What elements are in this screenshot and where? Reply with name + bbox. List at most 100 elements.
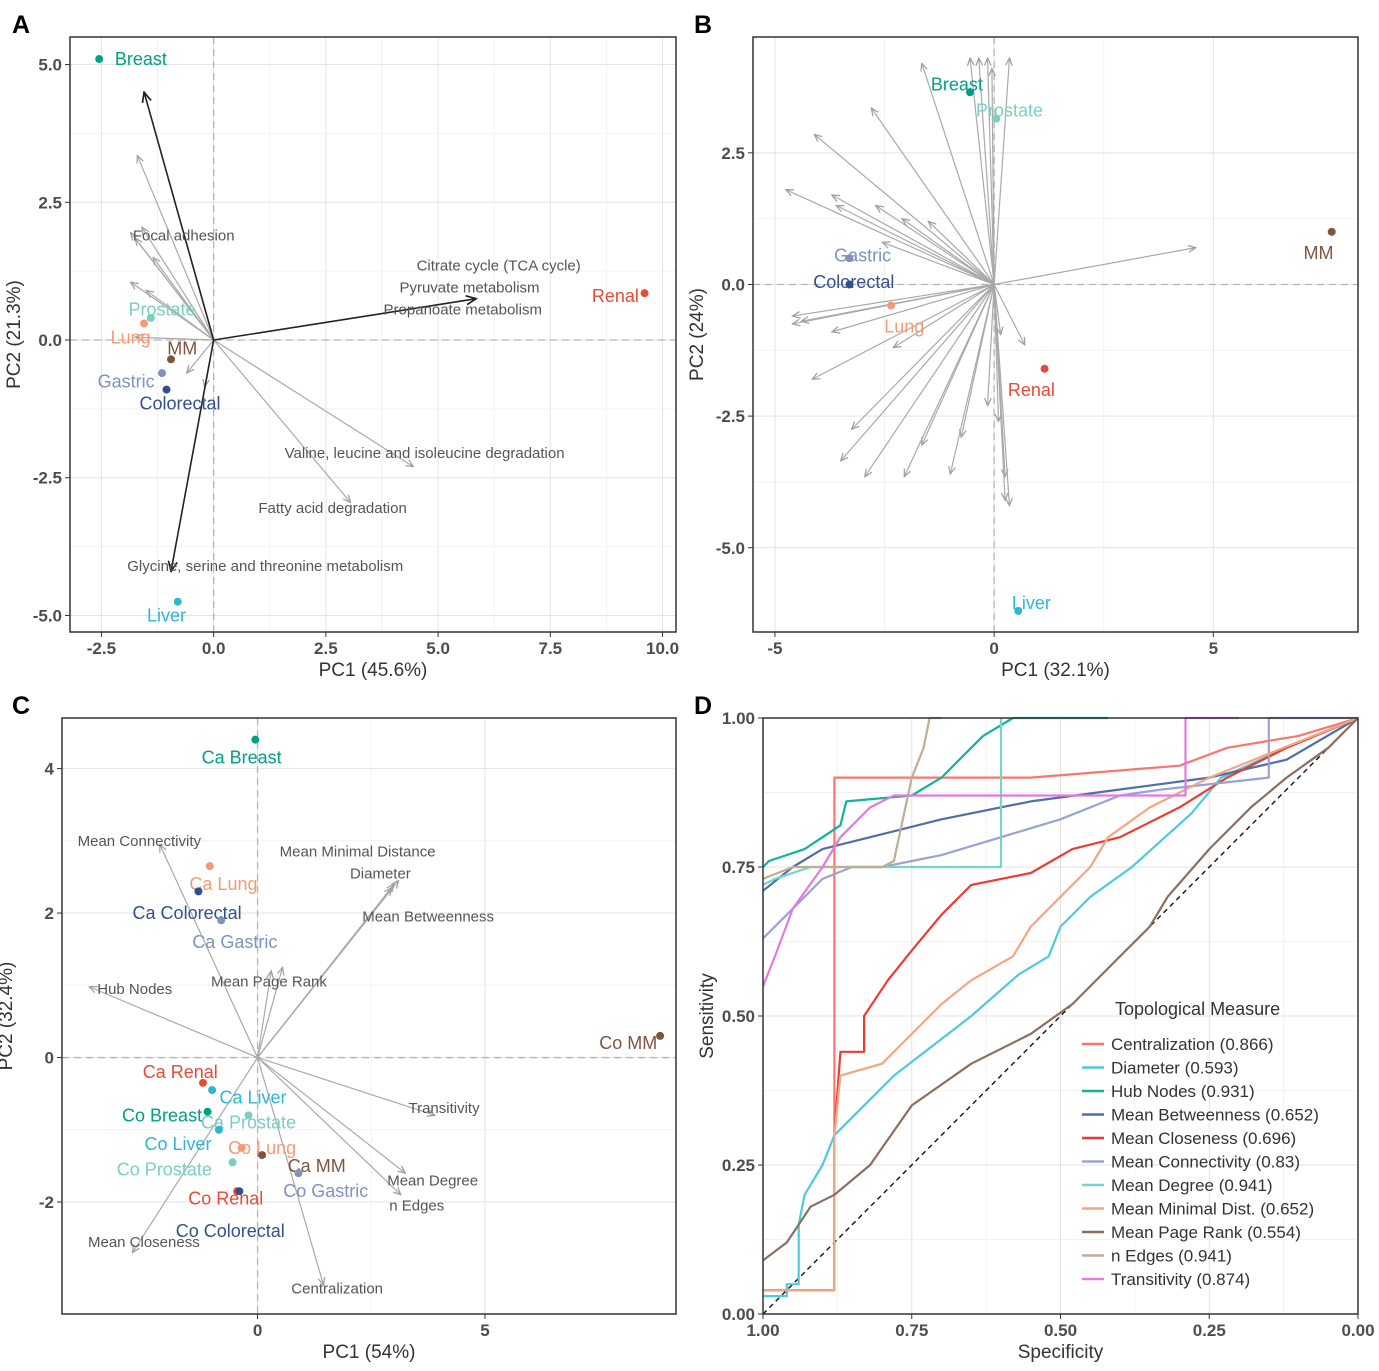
point-label: Ca Colorectal — [133, 903, 242, 923]
loading-arrow — [213, 339, 351, 503]
legend-entry: n Edges (0.941) — [1111, 1247, 1232, 1266]
y-tick-label: -5.0 — [33, 606, 62, 625]
data-point — [640, 289, 649, 298]
point-label: Co Colorectal — [176, 1221, 285, 1241]
plot-background — [70, 37, 676, 632]
y-tick-label: -2.5 — [33, 469, 62, 488]
data-point — [992, 114, 1001, 123]
plot-frame — [69, 36, 677, 633]
loading-arrow — [801, 283, 995, 321]
point-label: Co Renal — [188, 1188, 263, 1208]
loading-arrow — [814, 134, 995, 285]
y-tick-label: -5.0 — [716, 539, 745, 558]
variable-label: Centralization — [291, 1281, 383, 1298]
y-tick-label: 2.5 — [38, 193, 62, 212]
variable-label: Pyruvate metabolism — [399, 280, 539, 297]
data-point — [845, 280, 854, 289]
variable-label: n Edges — [389, 1198, 444, 1215]
panel-letter-a: A — [12, 11, 30, 39]
variable-label: Glycine, serine and threonine metabolism — [127, 558, 403, 575]
x-tick-label: 5 — [480, 1321, 489, 1340]
y-tick-label: 2.5 — [721, 144, 745, 163]
plot-frame — [752, 36, 1359, 633]
panel-b-pca-biplot: -5 0 5 -5.0 -2.5 0.0 2.5 PC1 (32.1%) PC2 (24%) Br… — [687, 36, 1359, 681]
y-tick-label: 5.0 — [38, 56, 62, 75]
legend-entry: Hub Nodes (0.931) — [1111, 1082, 1255, 1101]
loading-arrow — [893, 283, 995, 347]
point-label: Colorectal — [139, 393, 220, 413]
loading-arrow — [142, 227, 215, 341]
y-tick-label: -2.5 — [716, 407, 745, 426]
plot-frame — [762, 717, 1359, 1315]
data-point — [845, 254, 854, 263]
x-tick-label: -5 — [767, 639, 782, 658]
loading-arrow — [928, 221, 995, 285]
point-label: Renal — [1008, 380, 1055, 400]
x-axis-title: Specificity — [1018, 1342, 1104, 1363]
x-tick-label: 0 — [253, 1321, 262, 1340]
data-point — [194, 887, 203, 896]
y-axis-title: PC2 (24%) — [687, 288, 708, 381]
point-label: MM — [1304, 243, 1334, 263]
variable-label: Mean Page Rank — [211, 974, 327, 991]
loading-arrow — [187, 339, 215, 373]
y-tick-label: -2 — [39, 1193, 54, 1212]
legend-entry: Centralization (0.866) — [1111, 1035, 1274, 1054]
point-label: Ca Breast — [202, 748, 282, 768]
data-point — [294, 1169, 303, 1178]
panel-c-pca-biplot: 0 5 -2 0 2 4 PC1 (54%) PC2 (32.4%) Mean Connecti… — [0, 717, 677, 1363]
x-tick-label: 10.0 — [646, 639, 679, 658]
loading-arrow — [876, 205, 995, 285]
loading-arrow — [836, 205, 995, 286]
y-tick-label: 2 — [45, 904, 54, 923]
loading-arrow — [137, 155, 215, 341]
loading-arrow — [993, 284, 1025, 345]
panel-letter-d: D — [694, 692, 712, 720]
plot-frame — [61, 717, 677, 1315]
loading-arrow — [213, 339, 414, 467]
point-label: Ca Liver — [220, 1087, 287, 1107]
loading-arrow — [902, 219, 995, 285]
roc-curve — [761, 716, 1239, 987]
variable-label: Diameter — [350, 865, 411, 882]
loading-arrow — [832, 283, 995, 331]
point-label: Ca Gastric — [192, 932, 277, 952]
legend-entry: Mean Closeness (0.696) — [1111, 1129, 1296, 1148]
data-point — [887, 301, 896, 310]
data-point — [208, 1086, 217, 1095]
plot-background — [62, 718, 676, 1314]
x-tick-label: 0 — [989, 639, 998, 658]
point-label: Co Gastric — [283, 1181, 368, 1201]
roc-curve — [763, 716, 1359, 1298]
loading-arrow — [832, 195, 995, 286]
data-point — [258, 1151, 267, 1160]
data-point — [158, 369, 167, 378]
point-label: Lung — [111, 327, 151, 347]
x-tick-label: 0.75 — [895, 1321, 928, 1340]
legend-entry: Mean Minimal Dist. (0.652) — [1111, 1200, 1314, 1219]
y-axis-title: Sensitivity — [697, 973, 718, 1059]
point-label: Colorectal — [813, 272, 894, 292]
variable-label: Focal adhesion — [133, 227, 235, 244]
variable-label: Mean Degree — [387, 1172, 478, 1189]
point-label: Breast — [931, 74, 983, 94]
loading-arrow-highlight — [213, 299, 477, 341]
x-tick-label: 0.00 — [1341, 1321, 1374, 1340]
data-point — [205, 862, 214, 871]
legend-entry: Mean Degree (0.941) — [1111, 1176, 1273, 1195]
roc-curve — [762, 717, 1359, 892]
point-label: Lung — [884, 317, 924, 337]
y-tick-label: 0.50 — [722, 1007, 755, 1026]
loading-arrow — [256, 1057, 324, 1286]
panel-letter-b: B — [694, 11, 712, 39]
point-label: Ca Prostate — [201, 1113, 296, 1133]
x-tick-label: 5 — [1209, 639, 1218, 658]
data-point — [173, 597, 182, 606]
variable-label: Propanoate metabolism — [384, 302, 542, 319]
point-label: Co Breast — [122, 1105, 202, 1125]
loading-arrow — [256, 967, 283, 1058]
loading-arrow — [970, 58, 995, 285]
data-point — [95, 55, 104, 64]
data-point — [237, 1143, 246, 1152]
